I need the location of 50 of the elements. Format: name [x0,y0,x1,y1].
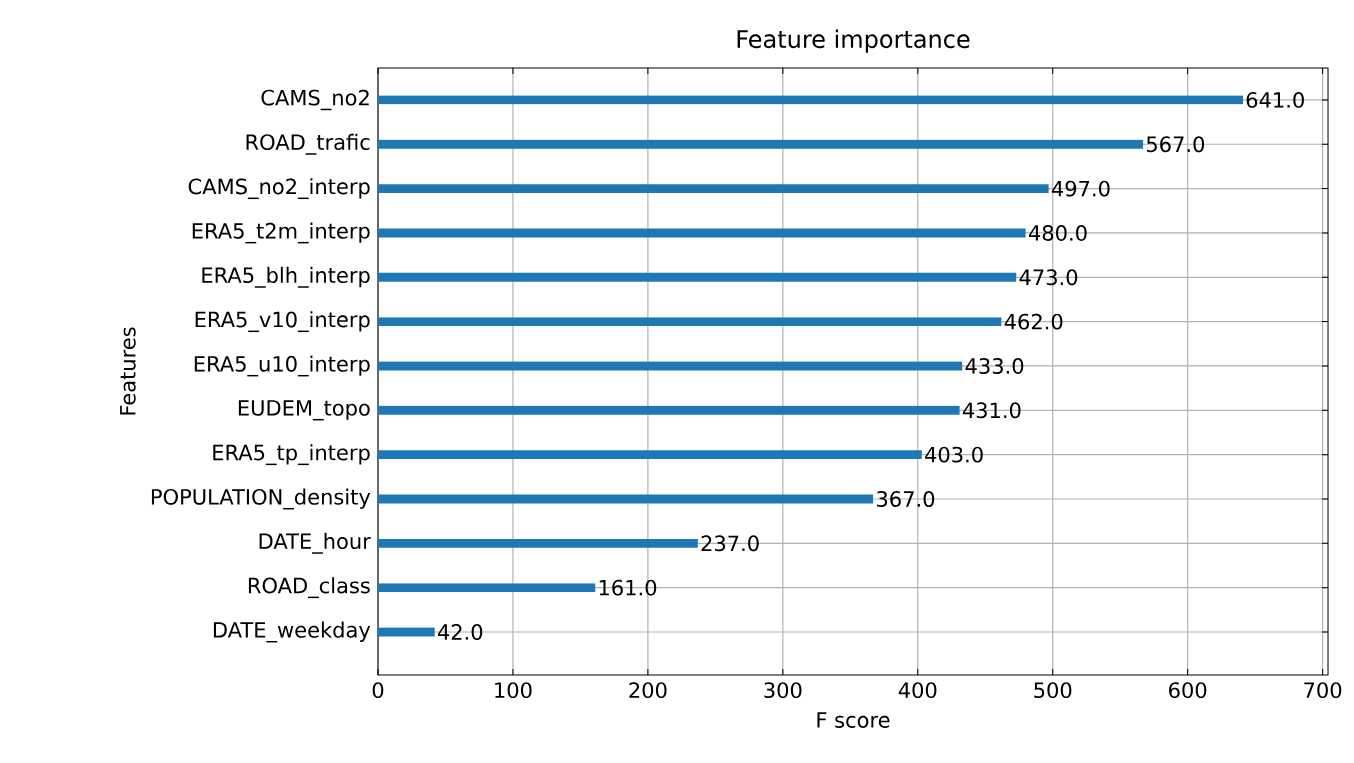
y-tick-label: ERA5_blh_interp [202,266,370,288]
bar [378,317,1002,327]
data-label: 161.0 [599,579,657,596]
x-tick-label: 500 [1034,682,1072,699]
y-tick-label: EUDEM_topo [238,400,370,421]
x-tick-label: 600 [1169,682,1207,699]
bar [378,538,698,548]
data-label: 567.0 [1146,136,1205,153]
bar [378,95,1243,105]
x-tick-label: 100 [495,682,532,699]
data-label: 473.0 [1019,269,1078,286]
y-tick-label: DATE_weekday [213,621,371,643]
y-tick-label: CAMS_no2 [261,89,369,111]
x-axis-title: F score [817,712,890,728]
data-label: 641.0 [1246,91,1304,108]
bar [378,272,1017,282]
y-tick-label: POPULATION_density [151,488,371,510]
x-tick-label: 300 [764,682,802,699]
data-label: 42.0 [437,624,483,640]
bar [378,583,596,593]
data-label: 433.0 [965,358,1024,374]
y-tick-label: DATE_hour [259,532,371,554]
bar [378,494,874,504]
y-tick-label: ERA5_tp_interp [213,444,370,466]
chart-title: Feature importance [737,29,970,53]
bar [378,228,1026,238]
y-tick-label: ERA5_t2m_interp [192,222,370,244]
y-tick-label: ERA5_u10_interp [194,355,370,377]
bar [378,139,1144,149]
data-label: 431.0 [962,402,1021,419]
data-label: 480.0 [1028,225,1087,241]
data-label: 462.0 [1004,313,1063,330]
y-axis-title: Features [120,327,136,415]
y-tick-label: ERA5_v10_interp [195,311,370,333]
x-tick-label: 200 [629,682,667,699]
bar [378,627,435,637]
x-tick-label: 700 [1304,682,1342,699]
bar [378,361,963,371]
y-tick-label: ROAD_trafic [246,133,370,155]
data-label: 367.0 [877,491,935,507]
bar [378,184,1049,194]
y-tick-label: ROAD_class [248,577,370,599]
data-label: 403.0 [925,446,983,463]
bar [378,405,960,415]
x-tick-label: 400 [898,682,937,699]
x-tick-label: 0 [372,682,384,699]
bar [378,450,922,460]
data-label: 237.0 [701,535,759,552]
y-tick-label: CAMS_no2_interp [188,178,370,200]
data-label: 497.0 [1051,180,1110,197]
